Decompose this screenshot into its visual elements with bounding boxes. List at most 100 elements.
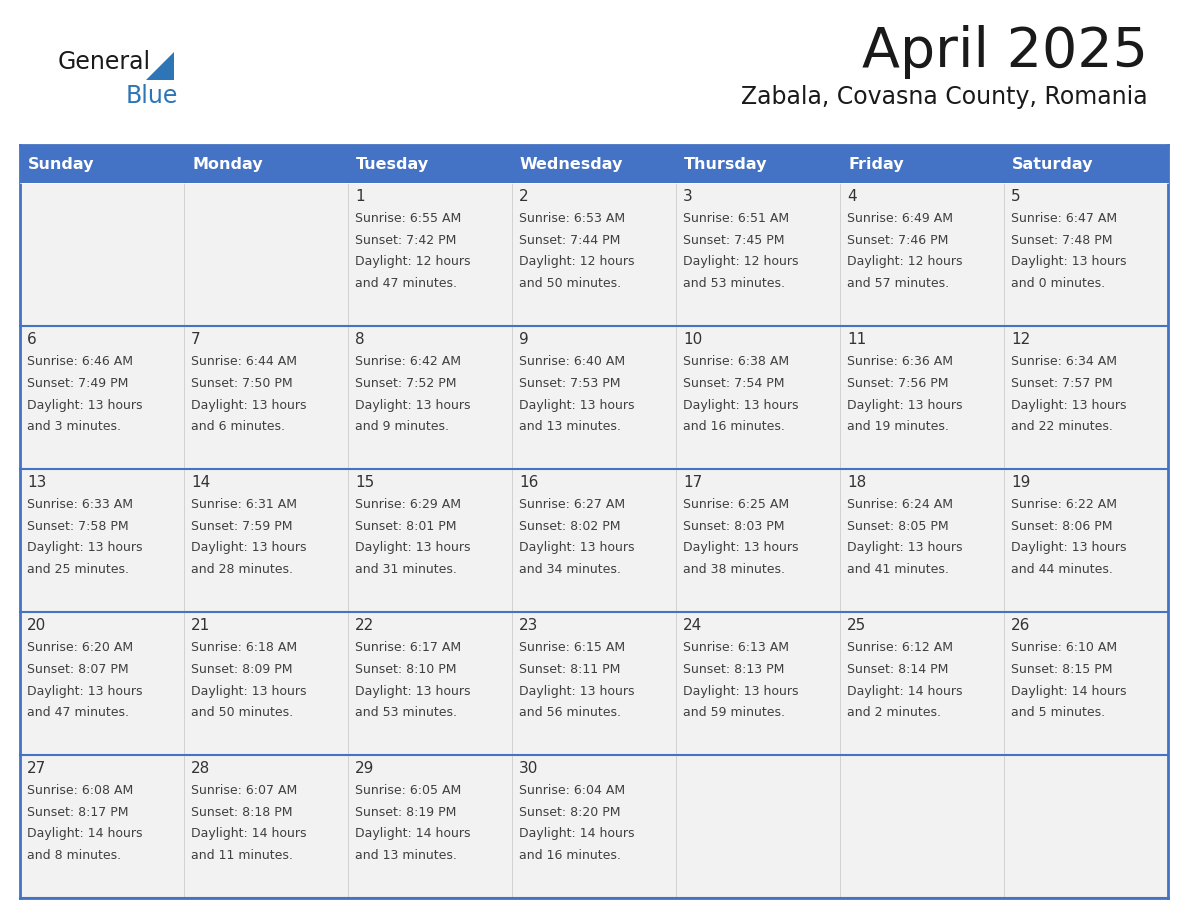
Text: Saturday: Saturday bbox=[1012, 156, 1093, 172]
Text: Sunset: 7:50 PM: Sunset: 7:50 PM bbox=[191, 376, 292, 389]
Text: 16: 16 bbox=[519, 475, 538, 490]
Text: 23: 23 bbox=[519, 618, 538, 633]
FancyBboxPatch shape bbox=[348, 612, 512, 755]
Text: 27: 27 bbox=[27, 761, 46, 776]
FancyBboxPatch shape bbox=[184, 612, 348, 755]
FancyBboxPatch shape bbox=[840, 612, 1004, 755]
Text: and 22 minutes.: and 22 minutes. bbox=[1011, 420, 1113, 433]
Text: 18: 18 bbox=[847, 475, 866, 490]
Text: Sunset: 7:42 PM: Sunset: 7:42 PM bbox=[355, 233, 456, 247]
Text: and 2 minutes.: and 2 minutes. bbox=[847, 706, 941, 720]
Text: Tuesday: Tuesday bbox=[356, 156, 429, 172]
Text: Sunset: 8:03 PM: Sunset: 8:03 PM bbox=[683, 520, 784, 532]
FancyBboxPatch shape bbox=[20, 145, 184, 183]
Text: 7: 7 bbox=[191, 332, 201, 347]
Text: Monday: Monday bbox=[192, 156, 263, 172]
Text: 28: 28 bbox=[191, 761, 210, 776]
Text: 20: 20 bbox=[27, 618, 46, 633]
Text: Sunrise: 6:18 AM: Sunrise: 6:18 AM bbox=[191, 641, 297, 654]
Text: Daylight: 13 hours: Daylight: 13 hours bbox=[847, 398, 962, 411]
Text: and 8 minutes.: and 8 minutes. bbox=[27, 849, 121, 862]
Text: 4: 4 bbox=[847, 189, 857, 204]
Text: 2: 2 bbox=[519, 189, 529, 204]
Text: Daylight: 13 hours: Daylight: 13 hours bbox=[1011, 542, 1126, 554]
Text: 17: 17 bbox=[683, 475, 702, 490]
FancyBboxPatch shape bbox=[676, 326, 840, 469]
Text: and 50 minutes.: and 50 minutes. bbox=[191, 706, 293, 720]
Text: and 16 minutes.: and 16 minutes. bbox=[519, 849, 621, 862]
Text: 25: 25 bbox=[847, 618, 866, 633]
Text: and 0 minutes.: and 0 minutes. bbox=[1011, 277, 1105, 290]
Text: April 2025: April 2025 bbox=[862, 25, 1148, 79]
Polygon shape bbox=[146, 52, 173, 80]
FancyBboxPatch shape bbox=[184, 183, 348, 326]
FancyBboxPatch shape bbox=[512, 145, 676, 183]
FancyBboxPatch shape bbox=[676, 183, 840, 326]
FancyBboxPatch shape bbox=[512, 326, 676, 469]
Text: and 11 minutes.: and 11 minutes. bbox=[191, 849, 293, 862]
Text: 1: 1 bbox=[355, 189, 365, 204]
Text: Daylight: 14 hours: Daylight: 14 hours bbox=[1011, 685, 1126, 698]
FancyBboxPatch shape bbox=[348, 145, 512, 183]
Text: and 25 minutes.: and 25 minutes. bbox=[27, 564, 129, 577]
Text: Sunset: 7:46 PM: Sunset: 7:46 PM bbox=[847, 233, 948, 247]
Text: Daylight: 13 hours: Daylight: 13 hours bbox=[683, 398, 798, 411]
Text: Zabala, Covasna County, Romania: Zabala, Covasna County, Romania bbox=[741, 85, 1148, 109]
Text: Daylight: 13 hours: Daylight: 13 hours bbox=[1011, 398, 1126, 411]
FancyBboxPatch shape bbox=[348, 755, 512, 898]
Text: Sunrise: 6:08 AM: Sunrise: 6:08 AM bbox=[27, 784, 133, 797]
FancyBboxPatch shape bbox=[512, 183, 676, 326]
Text: Sunrise: 6:24 AM: Sunrise: 6:24 AM bbox=[847, 498, 953, 510]
Text: Sunset: 8:01 PM: Sunset: 8:01 PM bbox=[355, 520, 456, 532]
Text: 21: 21 bbox=[191, 618, 210, 633]
Text: 10: 10 bbox=[683, 332, 702, 347]
Text: Daylight: 12 hours: Daylight: 12 hours bbox=[683, 255, 798, 268]
Text: and 53 minutes.: and 53 minutes. bbox=[683, 277, 785, 290]
Text: 29: 29 bbox=[355, 761, 374, 776]
Text: 9: 9 bbox=[519, 332, 529, 347]
Text: Sunset: 8:19 PM: Sunset: 8:19 PM bbox=[355, 806, 456, 819]
Text: Sunset: 8:18 PM: Sunset: 8:18 PM bbox=[191, 806, 292, 819]
Text: 8: 8 bbox=[355, 332, 365, 347]
Text: Sunset: 8:05 PM: Sunset: 8:05 PM bbox=[847, 520, 949, 532]
Text: Sunrise: 6:10 AM: Sunrise: 6:10 AM bbox=[1011, 641, 1117, 654]
Text: Daylight: 12 hours: Daylight: 12 hours bbox=[847, 255, 962, 268]
Text: Daylight: 13 hours: Daylight: 13 hours bbox=[191, 685, 307, 698]
Text: Blue: Blue bbox=[126, 84, 178, 108]
Text: and 41 minutes.: and 41 minutes. bbox=[847, 564, 949, 577]
FancyBboxPatch shape bbox=[840, 755, 1004, 898]
Text: Sunrise: 6:36 AM: Sunrise: 6:36 AM bbox=[847, 354, 953, 368]
FancyBboxPatch shape bbox=[20, 326, 184, 469]
FancyBboxPatch shape bbox=[184, 469, 348, 612]
Text: Sunrise: 6:34 AM: Sunrise: 6:34 AM bbox=[1011, 354, 1117, 368]
Text: Sunset: 7:48 PM: Sunset: 7:48 PM bbox=[1011, 233, 1112, 247]
FancyBboxPatch shape bbox=[1004, 183, 1168, 326]
FancyBboxPatch shape bbox=[1004, 469, 1168, 612]
Text: and 59 minutes.: and 59 minutes. bbox=[683, 706, 785, 720]
Text: and 13 minutes.: and 13 minutes. bbox=[355, 849, 457, 862]
Text: and 47 minutes.: and 47 minutes. bbox=[355, 277, 457, 290]
Text: Sunset: 8:06 PM: Sunset: 8:06 PM bbox=[1011, 520, 1112, 532]
Text: Daylight: 14 hours: Daylight: 14 hours bbox=[191, 827, 307, 841]
Text: Sunrise: 6:20 AM: Sunrise: 6:20 AM bbox=[27, 641, 133, 654]
Text: Sunrise: 6:22 AM: Sunrise: 6:22 AM bbox=[1011, 498, 1117, 510]
Text: Sunset: 7:49 PM: Sunset: 7:49 PM bbox=[27, 376, 128, 389]
FancyBboxPatch shape bbox=[840, 326, 1004, 469]
FancyBboxPatch shape bbox=[840, 145, 1004, 183]
Text: and 56 minutes.: and 56 minutes. bbox=[519, 706, 621, 720]
Text: Daylight: 13 hours: Daylight: 13 hours bbox=[191, 542, 307, 554]
Text: Sunset: 8:14 PM: Sunset: 8:14 PM bbox=[847, 663, 948, 676]
FancyBboxPatch shape bbox=[1004, 145, 1168, 183]
FancyBboxPatch shape bbox=[348, 326, 512, 469]
Text: and 5 minutes.: and 5 minutes. bbox=[1011, 706, 1105, 720]
Text: Sunrise: 6:15 AM: Sunrise: 6:15 AM bbox=[519, 641, 625, 654]
Text: Sunset: 8:17 PM: Sunset: 8:17 PM bbox=[27, 806, 128, 819]
Text: Sunset: 7:44 PM: Sunset: 7:44 PM bbox=[519, 233, 620, 247]
FancyBboxPatch shape bbox=[348, 469, 512, 612]
Text: and 31 minutes.: and 31 minutes. bbox=[355, 564, 457, 577]
Text: 3: 3 bbox=[683, 189, 693, 204]
Text: Sunrise: 6:25 AM: Sunrise: 6:25 AM bbox=[683, 498, 789, 510]
Text: and 38 minutes.: and 38 minutes. bbox=[683, 564, 785, 577]
Text: and 6 minutes.: and 6 minutes. bbox=[191, 420, 285, 433]
Text: Sunset: 8:20 PM: Sunset: 8:20 PM bbox=[519, 806, 620, 819]
